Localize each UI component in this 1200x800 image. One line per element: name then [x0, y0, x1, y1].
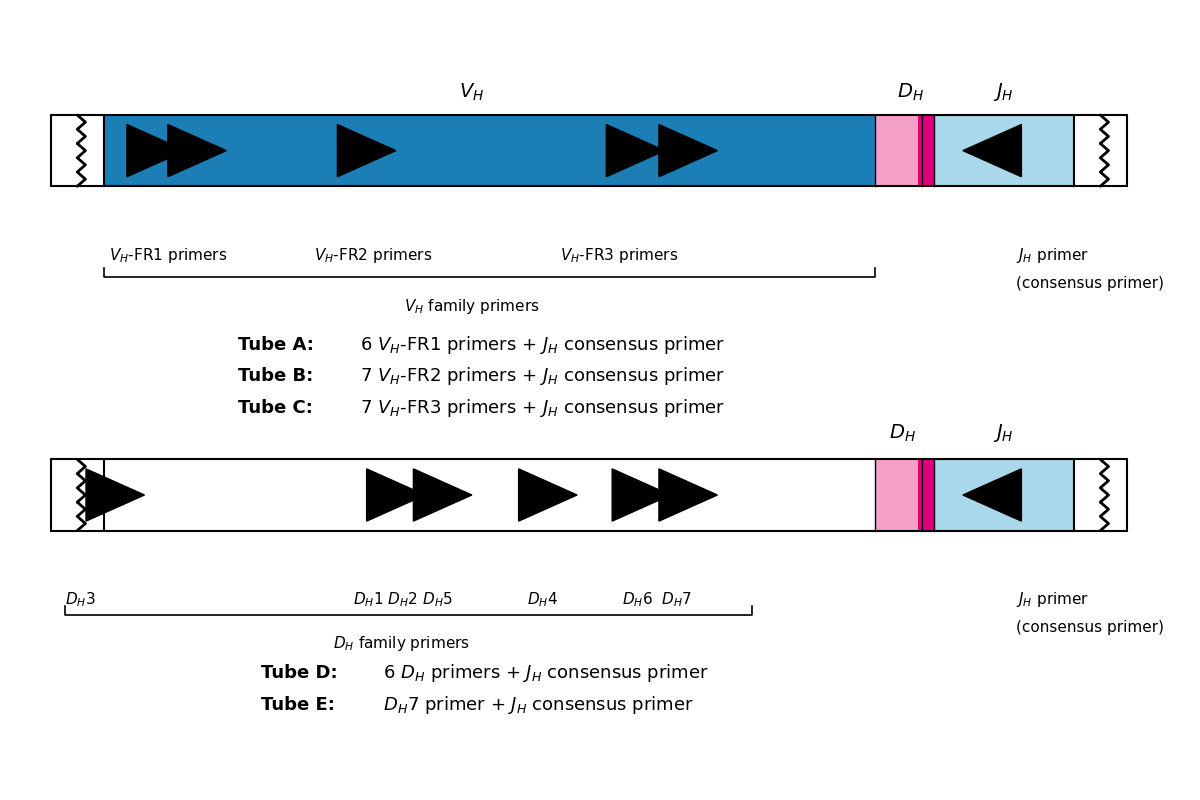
Polygon shape	[659, 469, 718, 521]
Polygon shape	[606, 125, 665, 177]
Polygon shape	[367, 469, 425, 521]
Bar	[1074, 459, 1127, 530]
Text: $V_H$-FR3 primers: $V_H$-FR3 primers	[559, 246, 678, 265]
Polygon shape	[168, 125, 227, 177]
Polygon shape	[612, 469, 671, 521]
Bar	[1074, 115, 1127, 186]
Text: $J_H$ primer: $J_H$ primer	[1015, 246, 1088, 265]
Text: $V_H$: $V_H$	[460, 82, 485, 103]
Text: 7 $V_H$-FR2 primers + $J_H$ consensus primer: 7 $V_H$-FR2 primers + $J_H$ consensus pr…	[349, 366, 725, 387]
Text: (consensus primer): (consensus primer)	[1015, 620, 1164, 635]
Text: Tube A:: Tube A:	[238, 335, 314, 354]
Text: $D_H$6  $D_H$7: $D_H$6 $D_H$7	[622, 590, 691, 609]
Text: $V_H$ family primers: $V_H$ family primers	[404, 297, 540, 316]
Bar	[50, 115, 1127, 186]
Text: $D_H$4: $D_H$4	[527, 590, 558, 609]
Text: $V_H$-FR2 primers: $V_H$-FR2 primers	[314, 246, 432, 265]
Text: 7 $V_H$-FR3 primers + $J_H$ consensus primer: 7 $V_H$-FR3 primers + $J_H$ consensus pr…	[349, 397, 725, 419]
Polygon shape	[86, 469, 144, 521]
Text: 6 $D_H$ primers + $J_H$ consensus primer: 6 $D_H$ primers + $J_H$ consensus primer	[372, 662, 709, 684]
Polygon shape	[518, 469, 577, 521]
Bar	[50, 115, 103, 186]
Text: Tube D:: Tube D:	[262, 664, 338, 682]
Bar	[875, 115, 922, 186]
Text: (consensus primer): (consensus primer)	[1015, 276, 1164, 290]
Polygon shape	[337, 125, 396, 177]
Polygon shape	[962, 125, 1021, 177]
Text: Tube C:: Tube C:	[238, 399, 313, 417]
Polygon shape	[413, 469, 472, 521]
Text: $J_H$ primer: $J_H$ primer	[1015, 590, 1088, 609]
Bar	[934, 115, 1074, 186]
Bar	[50, 459, 1127, 530]
Polygon shape	[659, 125, 718, 177]
Text: Tube B:: Tube B:	[238, 367, 313, 386]
Text: $J_H$: $J_H$	[994, 422, 1014, 443]
Text: $D_H$3: $D_H$3	[65, 590, 96, 609]
Bar	[50, 459, 103, 530]
Bar	[103, 115, 875, 186]
Text: 6 $V_H$-FR1 primers + $J_H$ consensus primer: 6 $V_H$-FR1 primers + $J_H$ consensus pr…	[349, 334, 725, 355]
Text: $D_H$: $D_H$	[889, 422, 916, 443]
Bar	[918, 115, 934, 186]
Bar	[918, 459, 934, 530]
Text: Tube E:: Tube E:	[262, 696, 335, 714]
Polygon shape	[962, 469, 1021, 521]
Text: $D_H$ family primers: $D_H$ family primers	[334, 634, 470, 653]
Text: $J_H$: $J_H$	[994, 81, 1014, 103]
Bar	[875, 459, 922, 530]
Bar	[934, 459, 1074, 530]
Polygon shape	[127, 125, 185, 177]
Text: $D_H$7 primer + $J_H$ consensus primer: $D_H$7 primer + $J_H$ consensus primer	[372, 694, 694, 716]
Text: $D_H$: $D_H$	[896, 82, 924, 103]
Text: $D_H$1 $D_H$2 $D_H$5: $D_H$1 $D_H$2 $D_H$5	[353, 590, 452, 609]
Text: $V_H$-FR1 primers: $V_H$-FR1 primers	[109, 246, 228, 265]
